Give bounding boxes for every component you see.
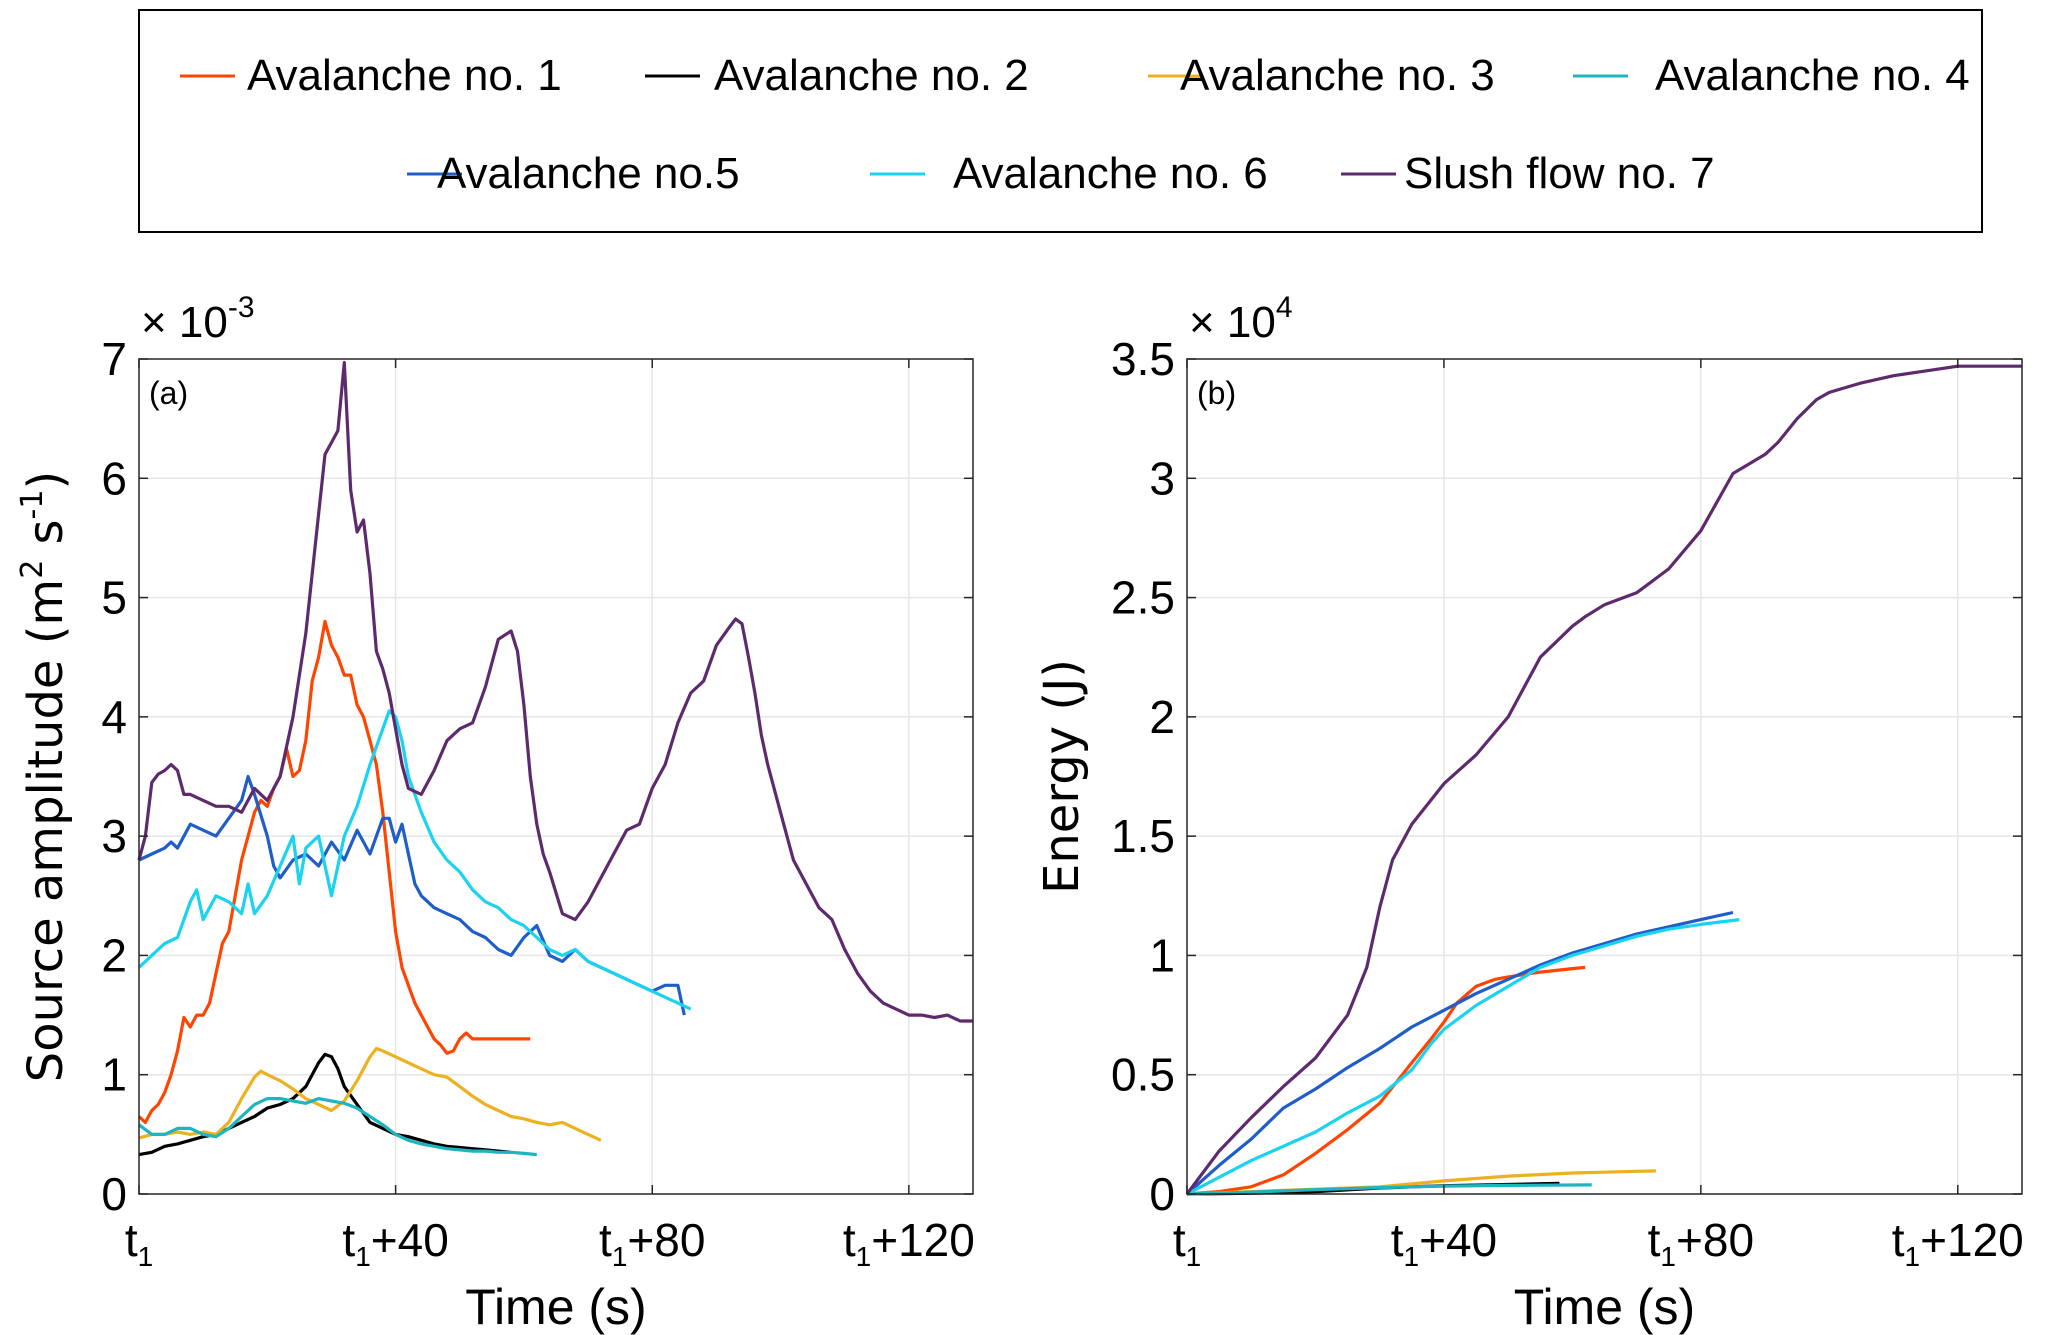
series-line-4 — [1186, 1183, 1592, 1196]
series-line-1 — [1186, 965, 1586, 1196]
legend-label: Avalanche no. 3 — [1180, 51, 1495, 100]
y-tick-label: 3 — [1149, 452, 1175, 504]
y-multiplier-base: × 10 — [1189, 298, 1276, 347]
legend-box — [138, 9, 1983, 233]
y-tick-label: 1.5 — [1111, 810, 1175, 862]
legend-label: Avalanche no. 6 — [953, 149, 1268, 198]
y-tick-label: 0 — [1149, 1168, 1175, 1220]
y-tick-label: 3.5 — [1111, 333, 1175, 385]
y-tick-label: 7 — [101, 333, 127, 385]
x-tick-base: t — [843, 1214, 856, 1266]
x-tick-base: t — [1391, 1214, 1404, 1266]
series-line-5 — [138, 774, 686, 1016]
x-tick-base: t — [342, 1214, 355, 1266]
legend-item: Avalanche no. 6 — [870, 149, 1268, 198]
series-line-6 — [137, 709, 692, 1011]
y-label-end: ) — [18, 471, 74, 490]
series-line-6 — [1186, 918, 1740, 1196]
x-tick-label: t1 — [125, 1214, 153, 1272]
x-tick-sub: 1 — [856, 1241, 872, 1272]
y-tick-label: 0 — [101, 1168, 127, 1220]
axes-box — [1186, 358, 2023, 1195]
x-tick-base: t — [599, 1214, 612, 1266]
legend: Avalanche no. 1 Avalanche no. 2 Avalanche … — [138, 9, 1983, 233]
legend-item: Slush flow no. 7 — [1341, 149, 1715, 198]
legend-label: Slush flow no. 7 — [1404, 149, 1715, 198]
legend-item: Avalanche no. 3 — [1148, 51, 1495, 100]
legend-item: Avalanche no. 1 — [180, 51, 562, 100]
y-tick-label: 4 — [101, 691, 127, 743]
axes-box — [138, 358, 974, 1195]
x-tick-label: t1+120 — [1892, 1214, 2024, 1272]
x-tick-sub: 1 — [138, 1241, 154, 1272]
legend-label: Avalanche no. 4 — [1655, 51, 1970, 100]
series-line-5 — [1185, 910, 1734, 1196]
x-tick-suffix: +120 — [871, 1214, 975, 1266]
x-tick-suffix: +40 — [371, 1214, 449, 1266]
x-tick-base: t — [1648, 1214, 1661, 1266]
y-tick-label: 2 — [101, 929, 127, 981]
series-line-2 — [138, 1052, 512, 1157]
y-tick-label: 2 — [1149, 691, 1175, 743]
x-tick-label: t1+80 — [599, 1214, 705, 1272]
panel-label: (b) — [1197, 375, 1236, 411]
x-axis-label: Time (s) — [1514, 1279, 1695, 1335]
y-tick-label: 6 — [101, 452, 127, 504]
series-line-1 — [137, 619, 531, 1125]
legend-item: Avalanche no. 2 — [645, 51, 1029, 100]
y-label-sup: 2 — [15, 560, 50, 579]
y-tick-label: 1 — [1149, 929, 1175, 981]
y-tick-label: 5 — [101, 572, 127, 624]
x-tick-base: t — [1173, 1214, 1186, 1266]
x-tick-sub: 1 — [1905, 1241, 1921, 1272]
legend-item: Avalanche no.5 — [407, 149, 740, 198]
x-tick-suffix: +80 — [1676, 1214, 1754, 1266]
y-tick-label: 0.5 — [1111, 1049, 1175, 1101]
series-line-4 — [138, 1096, 537, 1157]
legend-item: Avalanche no. 4 — [1573, 51, 1970, 100]
x-tick-suffix: +120 — [1920, 1214, 2024, 1266]
y-tick-label: 1 — [101, 1049, 127, 1101]
y-multiplier-exp: -3 — [228, 291, 255, 324]
y-tick-label: 3 — [101, 810, 127, 862]
legend-label: Avalanche no. 2 — [714, 51, 1029, 100]
x-tick-sub: 1 — [1404, 1241, 1420, 1272]
series-line-7 — [137, 361, 973, 1023]
panel-label: (a) — [149, 375, 188, 411]
series-line-3 — [138, 1046, 602, 1142]
y-label-sup: -1 — [15, 490, 50, 520]
y-axis-label: Source amplitude (m2 s-1) — [15, 471, 74, 1082]
x-tick-label: t1+40 — [1391, 1214, 1497, 1272]
x-axis-label: Time (s) — [465, 1279, 646, 1335]
x-tick-suffix: +80 — [627, 1214, 705, 1266]
x-tick-sub: 1 — [1660, 1241, 1676, 1272]
y-multiplier: × 10-3 — [141, 291, 255, 347]
series-line-7 — [1185, 364, 2022, 1195]
y-label-mid: s — [18, 519, 74, 559]
x-tick-suffix: +40 — [1419, 1214, 1497, 1266]
x-tick-label: t1+120 — [843, 1214, 975, 1272]
x-tick-sub: 1 — [355, 1241, 371, 1272]
y-label-main: Source amplitude (m — [18, 579, 74, 1082]
x-tick-label: t1+80 — [1648, 1214, 1754, 1272]
x-tick-sub: 1 — [612, 1241, 628, 1272]
x-tick-label: t1 — [1173, 1214, 1201, 1272]
x-tick-sub: 1 — [1186, 1241, 1202, 1272]
x-tick-label: t1+40 — [342, 1214, 448, 1272]
legend-label: Avalanche no. 1 — [247, 51, 562, 100]
legend-label: Avalanche no.5 — [437, 149, 740, 198]
y-axis-label: Energy (J) — [1034, 659, 1090, 894]
x-tick-base: t — [1892, 1214, 1905, 1266]
x-tick-base: t — [125, 1214, 138, 1266]
y-multiplier-base: × 10 — [141, 298, 228, 347]
y-tick-label: 2.5 — [1111, 572, 1175, 624]
y-multiplier-exp: 4 — [1276, 291, 1293, 324]
y-multiplier: × 104 — [1189, 291, 1293, 347]
